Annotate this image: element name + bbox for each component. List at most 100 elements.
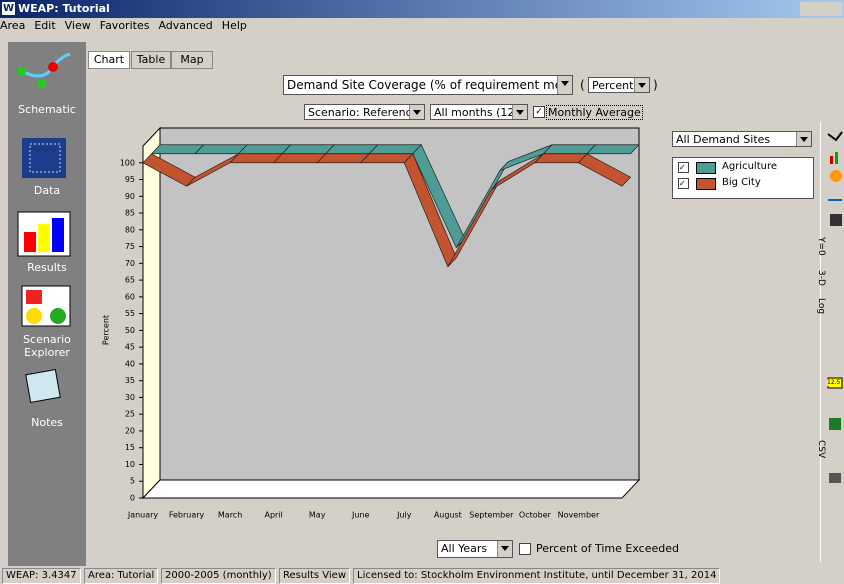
y-tick-label: 20 [125,426,135,435]
sidebar-item[interactable]: Notes [31,416,63,429]
menu-item[interactable]: View [64,19,91,32]
y-tick-label: 30 [125,393,135,402]
window-buttons[interactable] [800,2,842,16]
tab[interactable]: Table [131,51,171,69]
sidebar-item[interactable]: Schematic [18,103,76,116]
toolbar-button[interactable]: Log [816,298,826,315]
x-tick-label: April [264,511,282,520]
y-axis-label: Percent [102,315,111,345]
y-tick-label: 15 [125,443,135,452]
checkbox-label: Monthly Average [546,105,643,120]
legend-entry: ✓ Big City [676,176,806,192]
x-tick-label: July [396,511,412,520]
ribbon-segment [534,153,588,164]
filter-dropdown[interactable]: All Demand Sites [672,131,812,147]
y-tick-label: 0 [130,494,135,503]
tab[interactable]: Map [171,51,213,69]
ribbon-segment [150,144,205,155]
legend-entry: ✓ Agriculture [676,160,806,176]
variable-dropdown[interactable]: Demand Site Coverage (% of requirement m… [283,75,573,95]
left-wall [142,126,161,500]
checkbox-label: Percent of Time Exceeded [536,542,679,555]
toolbar-icons [827,131,843,483]
years-dropdown[interactable]: All Years [437,540,513,558]
ribbon-segment [316,153,371,164]
y-tick-label: 25 [125,410,135,419]
toolbar-button[interactable]: 3-D [816,270,826,286]
scenario-dropdown[interactable]: Scenario: Reference [304,104,425,120]
ribbon-segment [359,153,414,164]
y-tick-label: 40 [125,359,135,368]
legend-items: ✓ Agriculture ✓ Big City [676,160,806,192]
legend-checkbox[interactable]: ✓ [678,178,689,189]
legend-label: Big City [722,177,761,188]
y-tick-label: 70 [125,259,135,268]
menu-item[interactable]: Edit [34,19,56,32]
checkbox[interactable] [519,543,531,555]
y-tick-label: 60 [125,292,135,301]
x-tick-label: October [519,511,552,520]
dropdown-text: All Years [441,542,488,555]
y-tick-label: 100 [120,158,135,167]
dropdown-text: Demand Site Coverage (% of requirement m… [287,78,572,92]
x-tick-label: August [434,511,462,520]
menu-item[interactable]: Help [221,19,247,32]
y-tick-label: 75 [125,242,135,251]
ribbon-segment [281,144,335,155]
y-tick-label: 85 [125,209,135,218]
paren: ( [580,78,585,92]
x-tick-label: January [127,511,159,520]
toolbar [820,122,844,562]
ribbon-segment [237,144,292,155]
back-wall [159,127,640,481]
sidebar-icons [17,52,71,403]
status-field: Results View [279,568,351,584]
sidebar-item[interactable]: Scenario Explorer [23,333,71,359]
y-tick-label: 65 [125,276,135,285]
ribbon-segment [586,144,640,155]
menu-item[interactable]: Favorites [99,19,150,32]
window-title: WEAP: Tutorial [18,2,110,15]
sidebar-item[interactable]: Data [33,184,61,197]
x-tick-label: June [351,511,370,520]
status-field: Licensed to: Stockholm Environment Insti… [353,568,721,584]
y-tick-label: 5 [130,477,135,486]
checkbox[interactable]: ✓ [533,106,545,118]
y-tick-label: 45 [125,343,135,352]
dropdown-text: Scenario: Reference [308,106,419,119]
menu-item[interactable]: Advanced [158,19,213,32]
y-tick-label: 35 [125,376,135,385]
dropdown-text: All Demand Sites [676,133,771,146]
legend [672,157,814,199]
dropdown-text: All months (12) [434,106,519,119]
x-tick-label: November [558,511,600,520]
y-tick-label: 95 [125,175,135,184]
status-field: Area: Tutorial [84,568,159,584]
status-field: 2000-2005 (monthly) [161,568,276,584]
paren: ) [653,78,658,92]
ribbon-segment [194,144,248,155]
ribbon-segment [229,153,283,164]
legend-checkbox[interactable]: ✓ [678,162,689,173]
y-tick-label: 80 [125,225,135,234]
toolbar-button[interactable]: 12.5 [827,379,841,386]
x-tick-label: September [469,511,514,520]
toolbar-button[interactable]: CSV [816,440,826,459]
sidebar-item[interactable]: Results [27,261,67,274]
x-tick-label: May [309,511,326,520]
tab[interactable]: Chart [88,51,130,69]
y-tick-label: 10 [125,460,135,469]
menu-item[interactable]: Area [0,19,26,32]
menu-bar: Area Edit View Favorites Advanced Help [0,19,256,33]
title-bar [0,0,844,18]
unit-dropdown[interactable]: Percent [588,77,650,93]
legend-label: Agriculture [722,161,777,172]
dropdown-text: Percent [592,79,634,92]
ribbon-segment [368,144,423,155]
months-dropdown[interactable]: All months (12) [430,104,528,120]
toolbar-button[interactable]: Y=0 [816,237,826,256]
ribbon-segment [272,153,327,164]
x-tick-label: February [169,511,205,520]
